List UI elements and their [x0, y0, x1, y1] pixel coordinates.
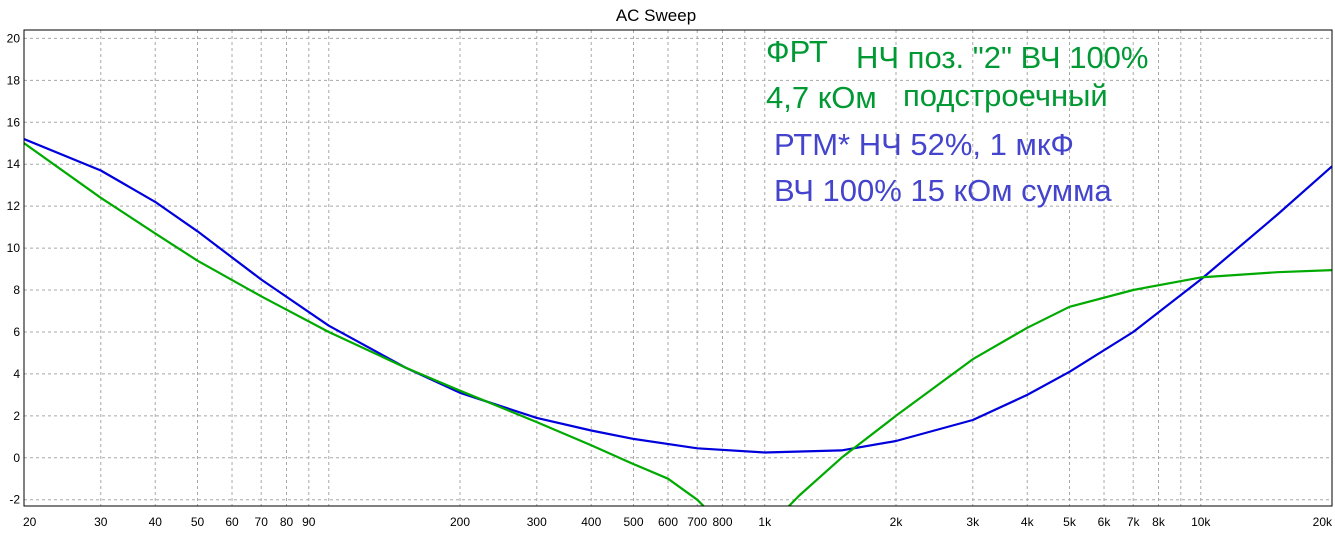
x-tick-label: 1k — [758, 515, 772, 529]
x-tick-label: 400 — [581, 515, 601, 529]
x-tick-label: 300 — [527, 515, 547, 529]
x-tick-label: 70 — [255, 515, 269, 529]
y-tick-label: 18 — [7, 73, 21, 87]
y-tick-label: 8 — [13, 283, 20, 297]
annotation-hf-sum: ВЧ 100% 15 кОм сумма — [774, 173, 1112, 208]
x-tick-label: 8k — [1152, 515, 1166, 529]
y-tick-label: 16 — [7, 115, 21, 129]
annotation-frt: ФРТ — [766, 34, 828, 69]
plot-frame — [23, 29, 1333, 507]
x-tick-label: 80 — [280, 515, 294, 529]
y-axis-ticks: -2 0 2 4 6 8 10 12 14 16 18 20 — [7, 31, 21, 506]
x-tick-label: 600 — [658, 515, 678, 529]
y-tick-label: 6 — [13, 325, 20, 339]
annotation-trimmer: подстроечный — [903, 78, 1108, 113]
y-tick-label: 4 — [13, 367, 20, 381]
series-line-2 — [24, 142, 1332, 506]
series-line-1 — [24, 137, 1332, 454]
x-tick-label: 7k — [1127, 515, 1141, 529]
x-axis-ticks: 20 30 40 50 60 70 80 90 200 300 400 500 600 700 800 1k 2… — [23, 515, 1333, 529]
x-tick-label: 3k — [966, 515, 980, 529]
chart-title: AC Sweep — [616, 6, 696, 25]
x-tick-label: 4k — [1021, 515, 1035, 529]
x-tick-label: 10k — [1191, 515, 1211, 529]
y-tick-label: 20 — [7, 31, 21, 45]
x-tick-label: 20 — [23, 515, 37, 529]
x-tick-label: 700 — [687, 515, 707, 529]
x-tick-label: 800 — [712, 515, 732, 529]
annotation-lf-position: НЧ поз. "2" ВЧ 100% — [856, 40, 1149, 75]
x-tick-label: 50 — [191, 515, 205, 529]
y-tick-label: 14 — [7, 157, 21, 171]
y-tick-label: 10 — [7, 241, 21, 255]
y-tick-label: 12 — [7, 199, 21, 213]
x-tick-label: 5k — [1063, 515, 1077, 529]
x-tick-label: 500 — [623, 515, 643, 529]
grid — [24, 30, 1332, 506]
x-tick-label: 40 — [149, 515, 163, 529]
x-tick-label: 20k — [1313, 515, 1333, 529]
y-tick-label: 2 — [13, 409, 20, 423]
x-tick-label: 60 — [225, 515, 239, 529]
annotation-rtm-lf: РТМ* НЧ 52%, 1 мкФ — [774, 127, 1074, 162]
x-tick-label: 2k — [890, 515, 904, 529]
x-tick-label: 30 — [94, 515, 108, 529]
series-group — [24, 137, 1332, 506]
annotation-resistor-value: 4,7 кОм — [766, 80, 877, 115]
x-tick-label: 200 — [450, 515, 470, 529]
y-tick-label: -2 — [9, 493, 20, 507]
x-tick-label: 90 — [302, 515, 316, 529]
y-tick-label: 0 — [13, 451, 20, 465]
x-tick-label: 6k — [1098, 515, 1112, 529]
